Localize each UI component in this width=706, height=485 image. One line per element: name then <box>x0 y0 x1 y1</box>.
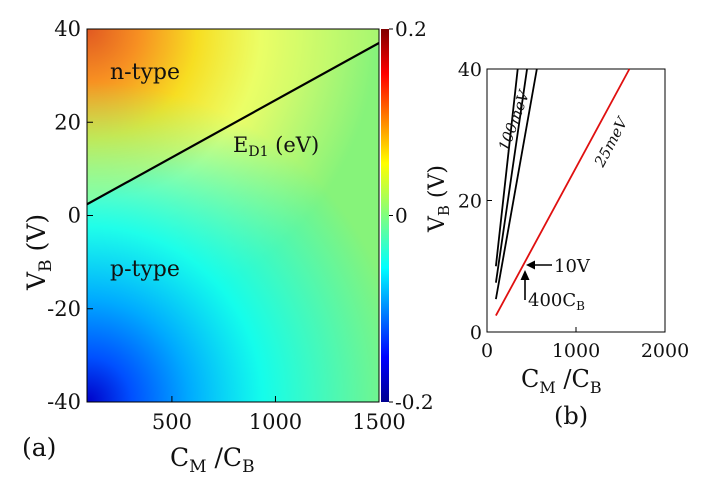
panel-b-x-label-main: C <box>521 365 539 393</box>
a-ytick-label: 20 <box>54 110 81 134</box>
dirac-line-label-tail: (eV) <box>268 133 319 157</box>
heatmap-n-type-tint <box>87 29 379 205</box>
a-ytick-label: 0 <box>68 204 81 228</box>
panel-b-y-label-tail: (V) <box>425 165 450 205</box>
panel-a-x-label-sub: M <box>189 457 206 477</box>
marker-400cb: 400CB <box>520 270 585 313</box>
panel-a-x-label-mid: /C <box>207 443 243 472</box>
panel-a-y-label-sub: B <box>36 259 56 272</box>
panel-b-y-label-main: V <box>425 215 450 233</box>
series-25meV <box>495 68 631 316</box>
marker-400cb-main: 400C <box>528 290 576 311</box>
panel-a-y-label: VB (V) <box>22 214 56 291</box>
panel-b-x-label-sub: M <box>539 378 555 397</box>
b-ytick-label: 0 <box>470 322 482 344</box>
a-xtick-label: 1500 <box>352 410 405 434</box>
dirac-line-label-sub: D1 <box>248 144 268 160</box>
series-75meV <box>495 68 528 283</box>
a-ytick-label: -40 <box>47 390 81 414</box>
arrow-400cb-head <box>520 270 530 280</box>
panel-b-series <box>495 68 631 316</box>
panel-b-tag: (b) <box>554 402 588 430</box>
panel-a-y-label-tail: (V) <box>22 214 51 260</box>
arrow-10v-head <box>526 260 535 270</box>
colorbar <box>381 29 389 402</box>
panel-b-x-label: CM /CB <box>521 365 602 397</box>
curve-label-25mev: 25meV <box>590 113 632 171</box>
heatmap-negative-region <box>87 29 379 402</box>
marker-400cb-sub: B <box>576 299 585 313</box>
a-xtick-label: 500 <box>152 410 192 434</box>
colorbar-tick-label: -0.2 <box>395 390 434 414</box>
panel-b-y-label: VB (V) <box>425 165 453 233</box>
b-ytick-label: 40 <box>458 59 482 81</box>
b-xtick-label: 1000 <box>552 340 600 362</box>
p-type-label: p-type <box>110 257 180 282</box>
dirac-line-label-main: E <box>233 133 248 157</box>
panel-a-tag: (a) <box>22 433 56 462</box>
panel-b-x-label-mid: /C <box>556 365 590 393</box>
a-ytick-label: 40 <box>54 17 81 41</box>
series-100meV <box>495 68 519 267</box>
panel-a-y-label-main: V <box>22 271 51 291</box>
panel-b-x-axis: 0 1000 2000 <box>481 327 689 362</box>
n-type-label: n-type <box>110 60 180 85</box>
panel-a-x-label-main: C <box>170 443 189 472</box>
a-xtick-label: 1000 <box>249 410 302 434</box>
panel-a-x-label-sub2: B <box>242 457 255 477</box>
series-50meV <box>495 68 538 300</box>
b-xtick-label: 0 <box>481 340 493 362</box>
a-ytick-label: -20 <box>47 297 81 321</box>
marker-10v-label: 10V <box>554 256 591 277</box>
panel-b-y-label-sub: B <box>435 205 453 216</box>
colorbar-tick-label: 0 <box>395 204 408 228</box>
heatmap-field <box>87 29 379 402</box>
dirac-line-label: ED1 (eV) <box>233 133 319 160</box>
b-xtick-label: 2000 <box>641 340 689 362</box>
panel-a-x-axis: 500 1000 1500 <box>152 396 406 434</box>
b-ytick-label: 20 <box>458 191 482 213</box>
panel-a-y-axis: 40 20 0 -20 -40 <box>47 17 93 414</box>
colorbar-ticks: 0.2 0 -0.2 <box>389 17 434 414</box>
panel-b-x-label-sub2: B <box>590 378 602 397</box>
panel-a-x-label: CM /CB <box>170 443 255 477</box>
panel-b-y-axis: 0 20 40 <box>458 59 492 344</box>
marker-400cb-label: 400CB <box>528 290 585 313</box>
dirac-energy-line <box>87 42 379 206</box>
colorbar-tick-label: 0.2 <box>395 17 427 41</box>
marker-10v: 10V <box>526 256 591 277</box>
